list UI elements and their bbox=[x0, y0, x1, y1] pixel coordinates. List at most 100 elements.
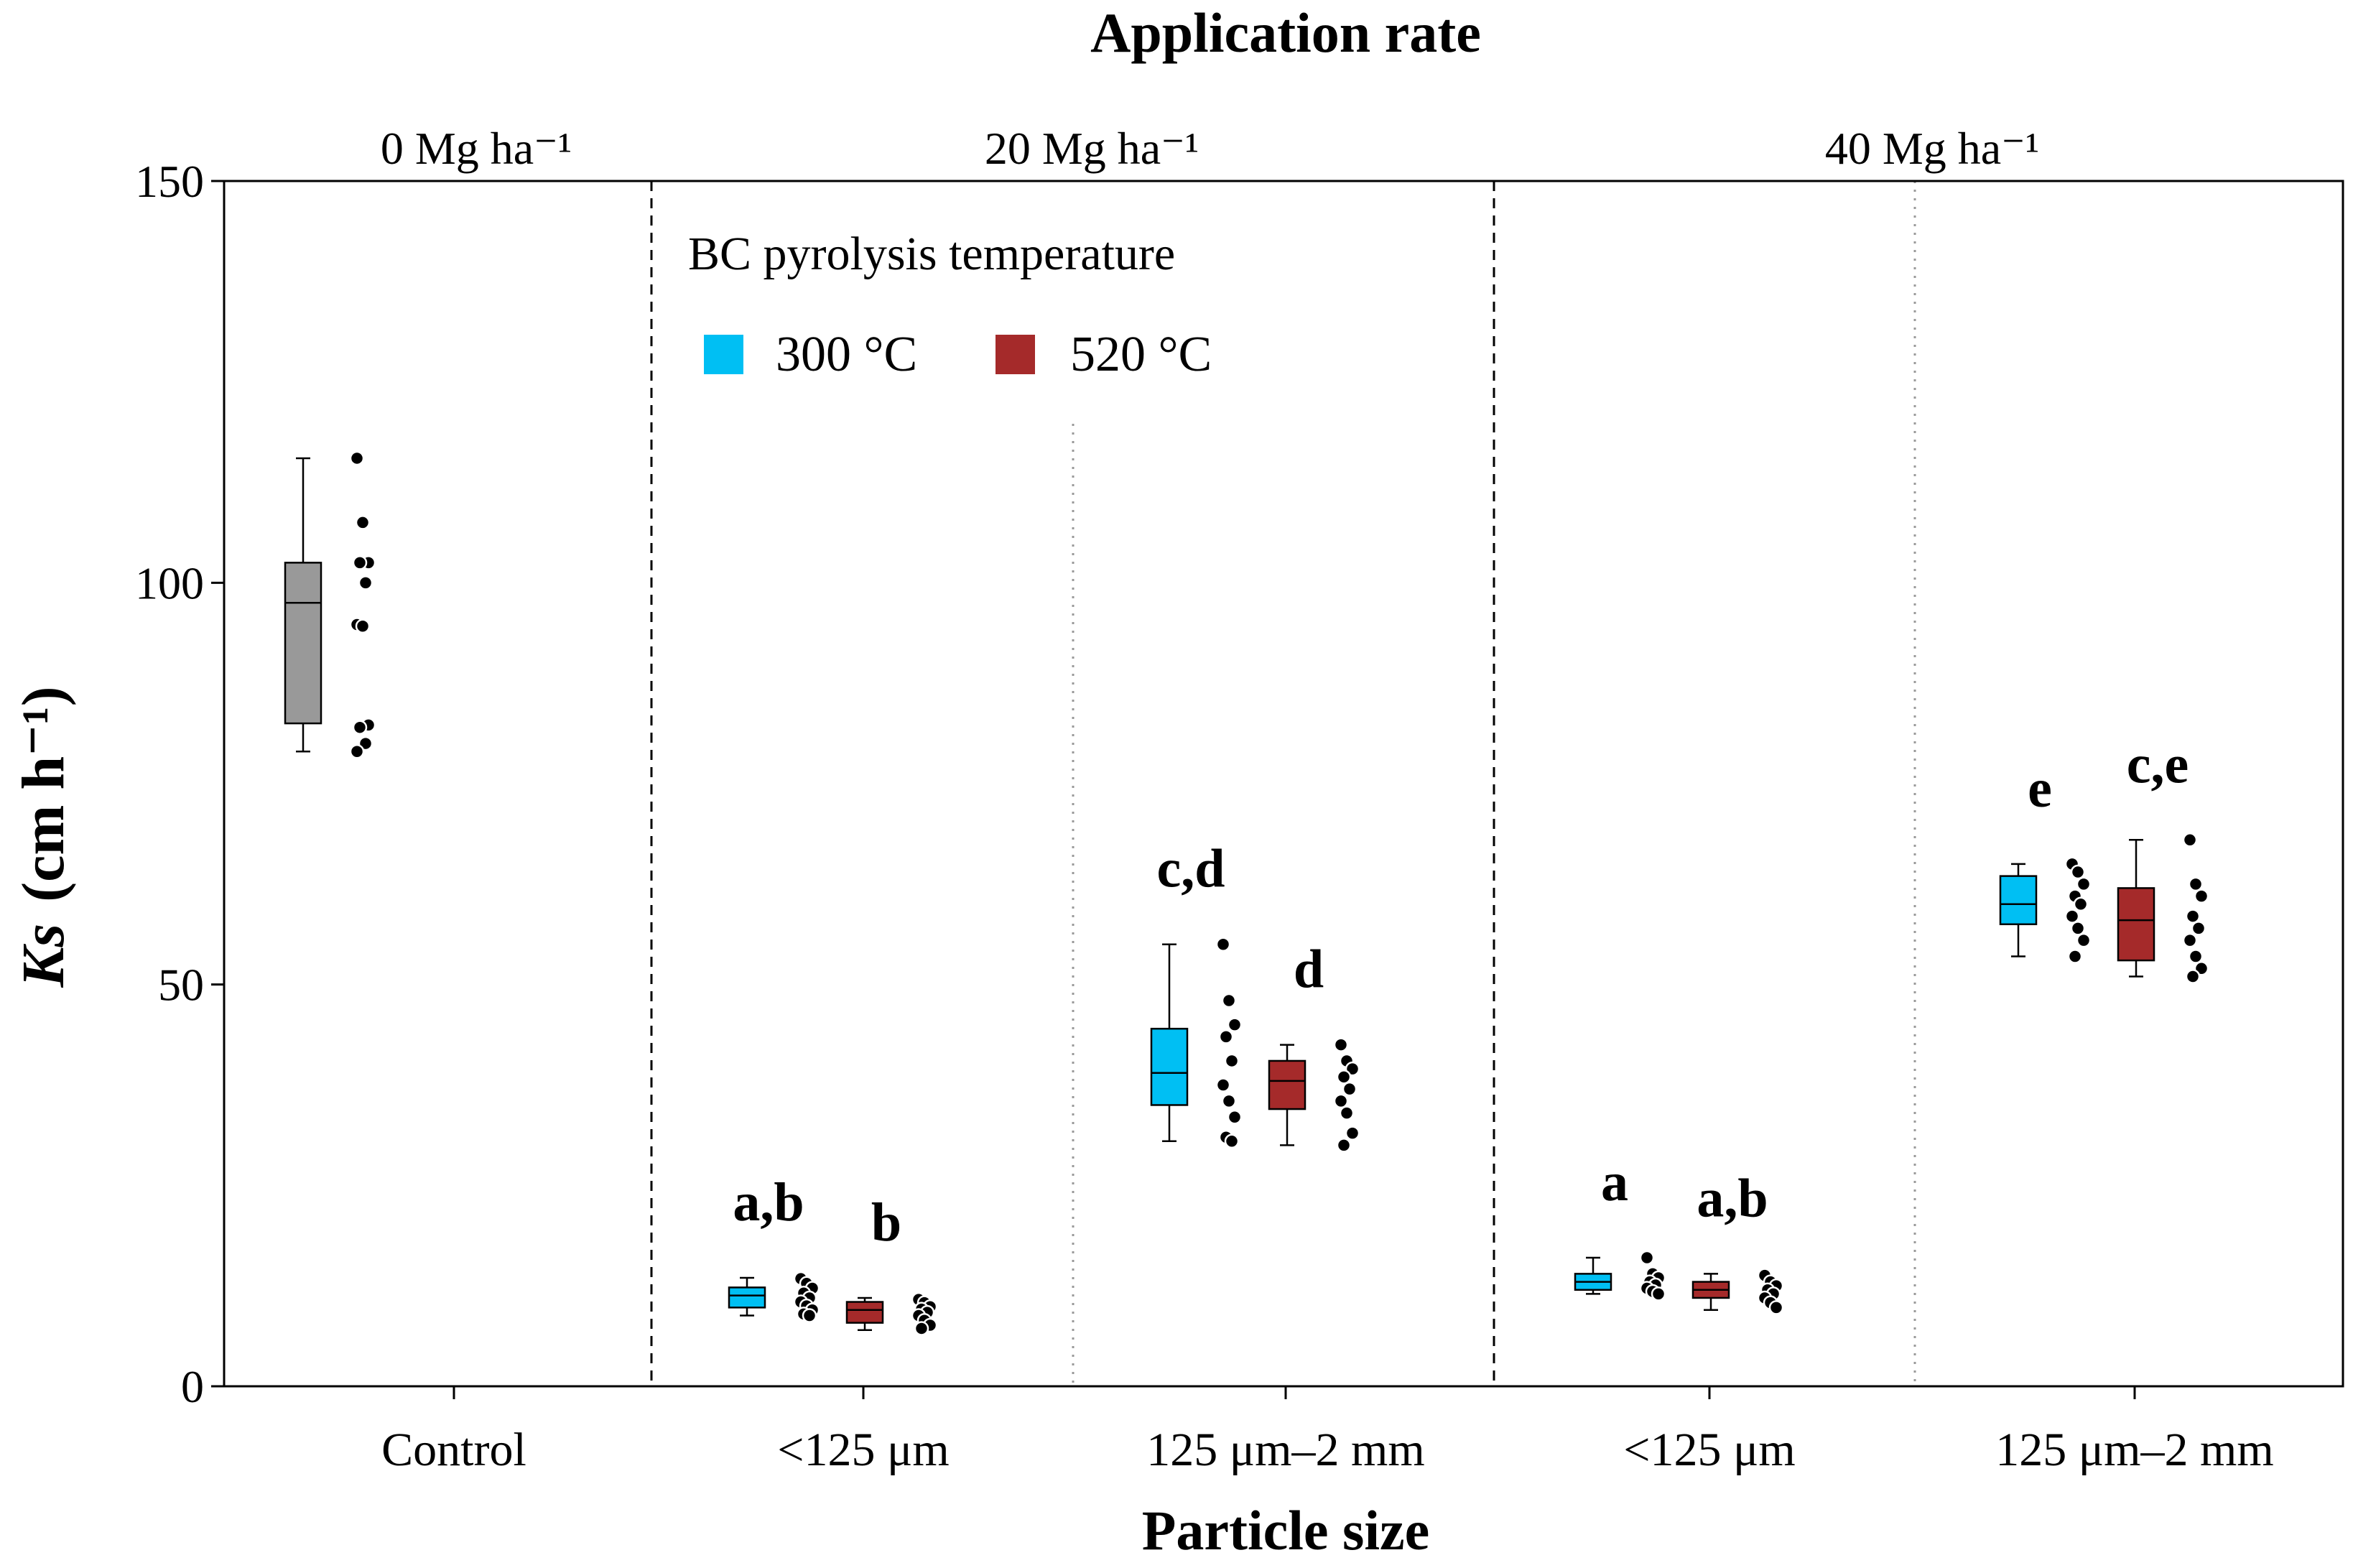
legend-swatch-300 bbox=[704, 335, 743, 374]
box-body bbox=[1268, 1059, 1307, 1110]
data-point bbox=[1333, 1037, 1349, 1052]
boxes bbox=[284, 457, 2155, 1331]
box-body bbox=[1150, 1027, 1189, 1106]
box-body bbox=[845, 1301, 884, 1324]
data-point bbox=[352, 555, 368, 570]
rate-label-40: 40 Mg ha⁻¹ bbox=[1825, 123, 2039, 174]
box-body bbox=[728, 1286, 766, 1309]
significance-letter: a,b bbox=[1697, 1168, 1768, 1228]
rate-label-20: 20 Mg ha⁻¹ bbox=[985, 123, 1199, 174]
box-t300-2 bbox=[1150, 943, 1189, 1143]
data-point bbox=[1218, 1029, 1234, 1044]
points bbox=[349, 450, 2209, 1336]
data-point bbox=[1339, 1105, 1355, 1121]
significance-letter: a,b bbox=[733, 1172, 804, 1233]
data-point bbox=[1333, 1093, 1349, 1109]
data-point bbox=[2182, 932, 2198, 948]
data-point bbox=[2070, 921, 2086, 936]
data-point bbox=[1639, 1250, 1655, 1266]
box-t300-3 bbox=[1574, 1256, 1612, 1295]
data-point bbox=[2188, 876, 2204, 892]
rate-label-0: 0 Mg ha⁻¹ bbox=[381, 123, 572, 174]
y-tick-label: 0 bbox=[181, 1361, 204, 1412]
y-tick-label: 150 bbox=[135, 156, 204, 207]
data-point bbox=[1227, 1017, 1243, 1032]
x-tick-label: 125 μm–2 mm bbox=[1995, 1424, 2273, 1476]
x-tick-label: <125 μm bbox=[777, 1424, 949, 1476]
data-point bbox=[1227, 1109, 1243, 1125]
plot-frame bbox=[223, 180, 2344, 1388]
data-point bbox=[1345, 1126, 1360, 1141]
data-point bbox=[1215, 937, 1231, 952]
separators bbox=[650, 181, 1916, 1386]
y-axis-title-symbol: Ks bbox=[10, 924, 77, 988]
data-point bbox=[355, 618, 371, 634]
data-point bbox=[2185, 969, 2201, 984]
data-point bbox=[2188, 949, 2204, 964]
box-body bbox=[1999, 875, 2038, 926]
significance-letter: c,d bbox=[1157, 839, 1225, 899]
significance-letters: a,b b c,d d a a,b e c,e bbox=[733, 734, 2189, 1253]
y-ticks: 0 50 100 150 bbox=[135, 156, 224, 1412]
legend-title: BC pyrolysis temperature bbox=[688, 228, 1175, 280]
data-point bbox=[2067, 949, 2083, 964]
legend-label-520: 520 °C bbox=[1070, 327, 1212, 382]
svg-text:Ks(cm h⁻¹): Ks (cm h⁻¹) bbox=[10, 686, 77, 988]
y-axis-title: Ks (cm h⁻¹) bbox=[10, 686, 77, 988]
box-control-0 bbox=[284, 457, 322, 753]
data-point bbox=[2070, 864, 2086, 880]
data-point bbox=[1221, 993, 1237, 1008]
data-point bbox=[1224, 1053, 1240, 1069]
data-point bbox=[2076, 876, 2092, 892]
y-tick-label: 50 bbox=[158, 960, 204, 1011]
y-axis-title-unit: (cm h⁻¹) bbox=[10, 686, 77, 901]
top-title: Application rate bbox=[1090, 1, 1481, 64]
data-point bbox=[2182, 832, 2198, 848]
box-t300-4 bbox=[1999, 863, 2038, 957]
legend-label-300: 300 °C bbox=[776, 327, 917, 382]
data-point bbox=[1221, 1093, 1237, 1109]
box-body bbox=[2117, 887, 2155, 962]
significance-letter: a bbox=[1601, 1152, 1628, 1212]
box-t520-3 bbox=[1691, 1273, 1730, 1311]
x-axis-title: Particle size bbox=[1142, 1499, 1430, 1562]
box-t520-1 bbox=[845, 1296, 884, 1331]
significance-letter: d bbox=[1294, 940, 1324, 1000]
significance-letter: c,e bbox=[2127, 734, 2189, 794]
data-point bbox=[914, 1321, 929, 1336]
box-t520-4 bbox=[2117, 839, 2155, 978]
x-tick-label: <125 μm bbox=[1623, 1424, 1795, 1476]
data-point bbox=[1651, 1286, 1666, 1302]
data-point bbox=[2191, 921, 2206, 936]
data-point bbox=[2073, 896, 2089, 912]
data-point bbox=[1224, 1133, 1240, 1149]
legend-swatch-520 bbox=[996, 335, 1035, 374]
data-point bbox=[352, 720, 368, 735]
data-point bbox=[349, 744, 365, 759]
data-point bbox=[1336, 1070, 1352, 1085]
data-point bbox=[1336, 1138, 1352, 1153]
data-point bbox=[358, 575, 373, 590]
data-point bbox=[2185, 909, 2201, 924]
box-t300-1 bbox=[728, 1276, 766, 1317]
significance-letter: b bbox=[871, 1192, 901, 1253]
x-tick-label: Control bbox=[381, 1424, 526, 1476]
x-tick-label: 125 μm–2 mm bbox=[1146, 1424, 1424, 1476]
data-point bbox=[2076, 932, 2092, 948]
data-point bbox=[355, 515, 371, 530]
y-tick-label: 100 bbox=[135, 557, 204, 608]
significance-letter: e bbox=[2028, 759, 2052, 819]
data-point bbox=[2194, 889, 2209, 904]
data-point bbox=[1342, 1081, 1358, 1097]
data-point bbox=[349, 450, 365, 466]
data-point bbox=[2064, 909, 2080, 924]
x-tick-labels: Control <125 μm 125 μm–2 mm <125 μm 125 μm–2… bbox=[381, 1386, 2274, 1476]
data-point bbox=[802, 1308, 817, 1323]
data-point bbox=[1215, 1077, 1231, 1093]
data-point bbox=[1768, 1300, 1784, 1315]
box-t520-2 bbox=[1268, 1044, 1307, 1146]
legend: BC pyrolysis temperature 300 °C 520 °C bbox=[688, 228, 1212, 382]
box-body bbox=[284, 562, 322, 725]
